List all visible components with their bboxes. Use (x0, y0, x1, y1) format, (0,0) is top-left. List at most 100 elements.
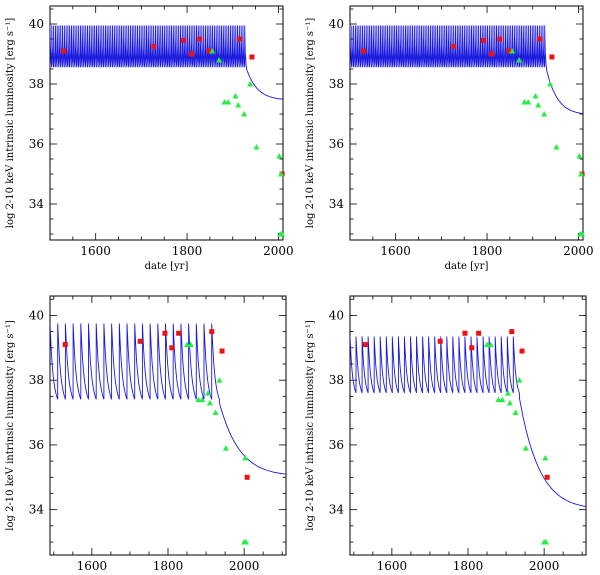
panel-2-estimated-point (578, 171, 585, 177)
panel-2-estimated-point (553, 144, 560, 150)
panel-1: 1600 1800 2000 34 36 38 40 date [yr] log 2-10 ke… (5, 5, 294, 272)
panel-3-estimated-point (195, 396, 202, 403)
panel-3-observed-point (169, 345, 175, 351)
panel-4-estimated-point (487, 341, 494, 348)
panel-1-observed-point (180, 38, 186, 43)
panel-4-estimated-point (484, 341, 491, 348)
panel-1-model-curve (50, 25, 283, 100)
panel-4-observed-point (509, 329, 515, 335)
panel-1-observed-point (197, 36, 203, 42)
panel-1-xtick-label: 1600 (80, 244, 111, 258)
panel-1-ytick-label: 36 (29, 137, 44, 151)
panel-2-estimated-point (576, 153, 583, 159)
panel-1-estimated-point (225, 99, 232, 105)
panel-4-observed-point (437, 338, 443, 344)
panel-1-estimated-point (216, 57, 223, 63)
panel-1-observed-point (151, 44, 157, 49)
panel-2-estimated-point (547, 81, 554, 87)
panel-2-ytick-label: 36 (329, 137, 344, 151)
panel-2-frame (349, 5, 584, 241)
panel-1-estimated-point (241, 111, 248, 117)
panel-3-observed-point (244, 474, 250, 480)
panel-4-observed-point (469, 345, 475, 351)
panel-2-estimated-point (525, 99, 532, 105)
panel-3-ylabel: log 2-10 keV intrinsic luminosity [erg s… (5, 320, 16, 531)
panel-4-estimated-point (506, 399, 513, 406)
panel-1-estimated-point (276, 153, 283, 159)
panel-3-estimated-point (242, 454, 249, 461)
panel-2-observed-point (549, 54, 555, 60)
panel-4-estimated-point (516, 377, 523, 383)
panel-1-estimated-point (235, 102, 242, 108)
panel-3-model-curve (50, 323, 286, 475)
panel-4-model-curve (350, 336, 586, 507)
panel-2-observed-point (451, 44, 457, 49)
panel-4-estimated-point (542, 454, 549, 461)
panel-2-observed-point (537, 36, 543, 42)
panel-3-estimated-point (222, 445, 229, 451)
panel-2-observed-point (480, 38, 486, 43)
panel-1-observed-point (61, 48, 67, 54)
panel-3-ytick-label: 34 (29, 503, 45, 517)
panel-4-estimated-point (512, 409, 519, 416)
panel-2-observed-point (506, 48, 512, 54)
panel-3-ytick-label: 40 (29, 308, 44, 322)
panel-3-xtick-label: 1800 (153, 559, 184, 573)
panel-1-estimated-point (232, 93, 239, 99)
panel-1-ylabel: log 2-10 keV intrinsic luminosity [erg s… (5, 18, 16, 229)
panel-2-model-curve (350, 25, 583, 114)
panel-1-observed-point (249, 54, 255, 60)
panel-4-ytick-label: 34 (329, 503, 345, 517)
panel-3-xtick-label: 1600 (77, 559, 108, 573)
panel-3-estimated-point (187, 341, 194, 348)
panel-1-estimated-point (278, 171, 285, 177)
panel-3-estimated-point (199, 396, 206, 403)
panel-2-ytick-label: 40 (329, 17, 344, 31)
panel-4-observed-point (476, 330, 482, 336)
panel-2: 1600 1800 2000 34 36 38 40 date [yr] log 2-10 ke… (305, 5, 594, 272)
panel-3-estimated-point (204, 390, 211, 396)
panel-4-xtick-label: 1800 (453, 559, 484, 573)
panel-4-ytick-label: 40 (329, 308, 344, 322)
panel-1-observed-point (237, 36, 243, 42)
panel-4-xtick-label: 2000 (529, 559, 560, 573)
panel-2-estimated-point (579, 231, 586, 237)
panel-3-ytick-label: 38 (29, 373, 44, 387)
panel-1-estimated-point (253, 144, 260, 150)
panel-3-observed-point (209, 329, 215, 335)
panel-3-ytick-label: 36 (29, 438, 44, 452)
panel-3-observed-point (162, 330, 168, 336)
panel-2-observed-point (489, 51, 495, 57)
panel-2-xtick-label: 2000 (563, 244, 594, 258)
panel-2-estimated-point (535, 102, 542, 108)
panel-1-estimated-point (247, 81, 254, 87)
panel-1-ytick-label: 40 (29, 17, 44, 31)
panel-2-estimated-point (541, 111, 548, 117)
panel-3-xtick-label: 2000 (229, 559, 260, 573)
panel-2-xtick-label: 1800 (472, 244, 503, 258)
panel-4-ytick-label: 38 (329, 373, 344, 387)
panel-2-ylabel: log 2-10 keV intrinsic luminosity [erg s… (305, 18, 316, 229)
panel-3-estimated-point (212, 409, 219, 416)
panel-1-xtick-label: 1800 (172, 244, 203, 258)
panel-3-estimated-point (216, 377, 223, 383)
panel-2-xtick-label: 1600 (380, 244, 411, 258)
panel-4-estimated-point (499, 396, 506, 403)
panel-4-frame (349, 295, 587, 556)
panel-2-estimated-point (516, 57, 523, 63)
panel-1-estimated-point (209, 48, 216, 54)
panel-1-ytick-label: 34 (29, 197, 45, 211)
panel-4-observed-point (462, 330, 468, 336)
panel-3-estimated-point (184, 341, 191, 348)
panel-4-estimated-point (522, 445, 529, 451)
panel-2-estimated-point (509, 48, 516, 54)
panel-4-observed-point (544, 474, 550, 480)
panel-1-estimated-point (279, 231, 286, 237)
panel-4-ytick-label: 36 (329, 438, 344, 452)
panel-4-ylabel: log 2-10 keV intrinsic luminosity [erg s… (305, 320, 316, 531)
panel-4-observed-point (362, 342, 368, 348)
panel-1-observed-point (206, 48, 212, 54)
panel-3-observed-point (176, 330, 182, 336)
